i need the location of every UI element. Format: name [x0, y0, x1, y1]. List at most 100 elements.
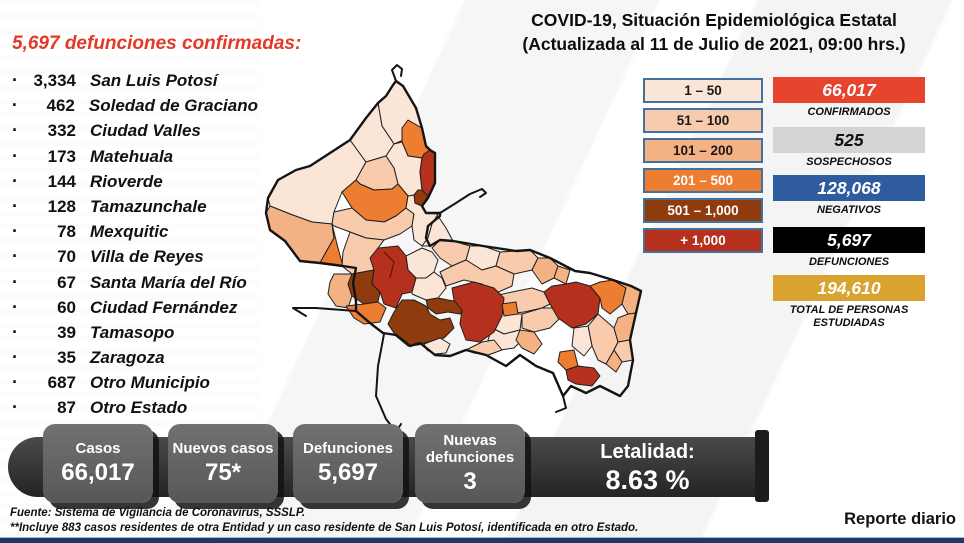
municipality-region [411, 271, 447, 301]
stat-defunciones: 5,697 DEFUNCIONES [773, 227, 925, 269]
municipality-region [439, 259, 515, 295]
bullet: · [12, 296, 18, 317]
bullet: · [12, 170, 18, 191]
source-note: Fuente: Sistema de Vigilancia de Coronav… [10, 507, 306, 519]
list-item: · 78 Mexquitic [8, 221, 258, 246]
stat-label: TOTAL DE PERSONAS ESTUDIADAS [789, 304, 909, 329]
municipality-name: Santa María del Río [90, 272, 247, 292]
list-item: · 173 Matehuala [8, 146, 258, 171]
stat-value: 525 [773, 127, 925, 153]
border-hook-northeast [439, 188, 487, 214]
border-hook-peak [391, 64, 403, 82]
deaths-heading: 5,697 defunciones confirmadas: [12, 33, 302, 54]
list-item: · 35 Zaragoza [8, 347, 258, 372]
death-count: 78 [57, 222, 76, 242]
list-item: · 70 Villa de Reyes [8, 246, 258, 271]
stat-value: 5,697 [773, 227, 925, 253]
summary-box-nuevos-casos: Nuevos casos 75* [168, 424, 278, 503]
summary-box-value: 66,017 [61, 459, 135, 486]
municipality-region [327, 273, 353, 309]
death-count: 35 [57, 348, 76, 368]
stat-total-estudiadas: 194,610 TOTAL DE PERSONAS ESTUDIADAS [773, 275, 925, 330]
death-count: 332 [47, 121, 76, 141]
border-tail-southeast [555, 395, 567, 413]
death-count: 39 [57, 322, 76, 342]
list-item: · 462 Soledad de Graciano [8, 95, 258, 120]
legend-bin-6: + 1,000 [643, 228, 763, 253]
page-title: COVID-19, Situación Epidemiológica Estat… [470, 8, 958, 56]
title-line-1: COVID-19, Situación Epidemiológica Estat… [531, 10, 897, 30]
summary-box-value: 5,697 [317, 459, 379, 486]
municipality-region [571, 325, 593, 357]
list-item: · 39 Tamasopo [8, 322, 258, 347]
deaths-by-municipality-list: · 3,334 San Luis Potosí · 462 Soledad de Gra… [8, 70, 258, 423]
bullet: · [12, 347, 18, 368]
lethality-block: Letalidad: 8.63 % [545, 441, 750, 496]
stat-label: CONFIRMADOS [807, 106, 891, 118]
stat-label: SOSPECHOSOS [806, 156, 892, 168]
municipality-name: Tamasopo [90, 322, 175, 342]
municipality-name: Zaragoza [90, 348, 165, 368]
municipality-region [451, 281, 505, 343]
bullet: · [12, 221, 18, 242]
municipality-name: Matehuala [90, 146, 174, 166]
summary-box-defunciones: Defunciones 5,697 [293, 424, 403, 503]
municipality-region [605, 349, 623, 373]
stat-confirmados: 66,017 CONFIRMADOS [773, 77, 925, 119]
bullet: · [12, 397, 18, 418]
municipality-region [531, 257, 559, 285]
summary-box-nuevas-defunciones: Nuevas defunciones 3 [415, 424, 525, 503]
legend-bin-4: 201 – 500 [643, 168, 763, 193]
death-count: 144 [47, 171, 76, 191]
summary-box-label: Defunciones [302, 440, 393, 457]
summary-box-value: 3 [463, 467, 477, 495]
bullet: · [12, 271, 18, 292]
municipality-region [521, 307, 561, 333]
municipality-region [501, 301, 519, 317]
stat-negativos: 128,068 NEGATIVOS [773, 175, 925, 217]
state-choropleth-map [264, 64, 643, 433]
bullet: · [12, 321, 18, 342]
municipality-name: Ciudad Valles [90, 121, 201, 141]
stat-value: 194,610 [773, 275, 925, 301]
municipality-region [543, 281, 601, 329]
bullet: · [12, 246, 18, 267]
death-count: 70 [57, 247, 76, 267]
death-count: 128 [47, 196, 76, 216]
internal-border [383, 251, 395, 279]
summary-box-casos: Casos 66,017 [43, 424, 153, 503]
stat-label: NEGATIVOS [817, 204, 881, 216]
bottom-accent-strip [0, 537, 964, 543]
footnote: **Incluye 883 casos residentes de otra E… [10, 522, 639, 534]
municipality-name: Ciudad Fernández [90, 297, 238, 317]
state-border [264, 79, 643, 398]
list-item: · 3,334 San Luis Potosí [8, 70, 258, 95]
death-count: 60 [57, 297, 76, 317]
municipality-region [565, 365, 601, 387]
lethality-value: 8.63 % [605, 465, 690, 495]
summary-box-label: Nuevas defunciones [425, 431, 515, 466]
list-item: · 144 Rioverde [8, 171, 258, 196]
summary-box-value: 75* [204, 459, 242, 486]
death-count: 67 [57, 272, 76, 292]
list-item: · 687 Otro Municipio [8, 372, 258, 397]
municipality-name: Tamazunchale [90, 196, 207, 216]
death-count: 87 [57, 398, 76, 418]
death-count: 3,334 [33, 71, 76, 90]
death-count: 173 [47, 146, 76, 166]
list-item: · 87 Otro Estado [8, 397, 258, 422]
municipality-name: Soledad de Graciano [88, 96, 258, 116]
border-tail-west [292, 307, 357, 317]
stat-value: 128,068 [773, 175, 925, 201]
municipality-name: Otro Municipio [90, 373, 210, 393]
summary-box-label: Casos [75, 440, 121, 457]
municipality-regions [265, 80, 642, 387]
stat-label: DEFUNCIONES [808, 256, 890, 268]
municipality-region [369, 245, 417, 309]
municipality-name: Mexquitic [90, 222, 169, 242]
death-count: 687 [47, 373, 76, 393]
list-item: · 128 Tamazunchale [8, 196, 258, 221]
legend-bin-1: 1 – 50 [643, 78, 763, 103]
death-count: 462 [46, 96, 75, 116]
